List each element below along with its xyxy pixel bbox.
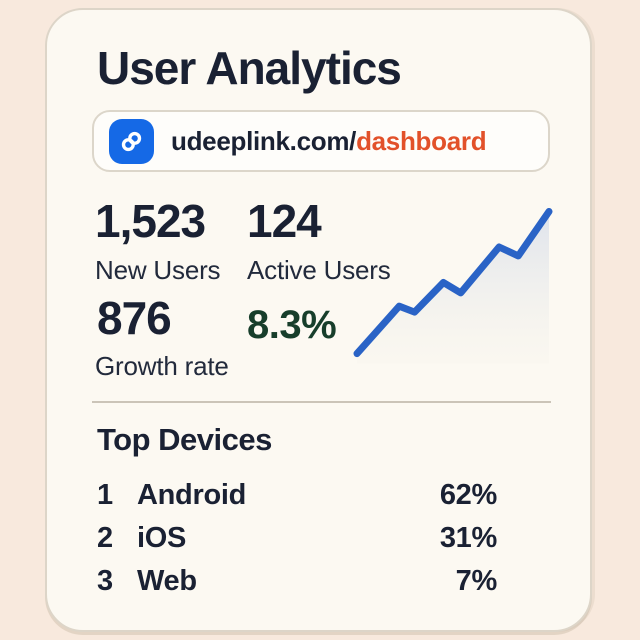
url-bar[interactable]: udeeplink.com/dashboard <box>92 110 550 172</box>
analytics-card: User Analytics udeeplink.com/dashboard 1… <box>45 8 592 632</box>
device-name: Android <box>137 479 247 511</box>
device-rank: 3 <box>97 565 113 597</box>
top-devices-title: Top Devices <box>97 422 272 457</box>
stat-growth-label: Growth rate <box>95 351 229 381</box>
link-icon <box>109 118 154 164</box>
sparkline-line <box>353 208 553 358</box>
stat-growth-percent: 8.3% <box>247 303 337 347</box>
device-row-web: 3 Web 7% <box>97 560 497 603</box>
url-text: udeeplink.com/dashboard <box>171 125 487 157</box>
device-name: iOS <box>137 522 187 554</box>
device-share: 31% <box>439 522 497 554</box>
growth-sparkline-chart <box>352 200 556 368</box>
section-divider <box>92 401 551 403</box>
device-rank: 1 <box>97 479 113 511</box>
url-path: dashboard <box>356 125 487 156</box>
page-title: User Analytics <box>97 42 402 94</box>
device-rank: 2 <box>97 522 113 554</box>
top-devices-list: 1 Android 62% 2 iOS 31% 3 Web 7% <box>97 474 497 603</box>
sparkline-svg <box>353 208 553 364</box>
device-share: 7% <box>455 565 498 597</box>
stat-active-users-label: Active Users <box>247 255 391 285</box>
stat-new-users-value: 1,523 <box>95 195 206 247</box>
device-name: Web <box>137 565 197 597</box>
device-share: 62% <box>439 479 497 511</box>
device-row-android: 1 Android 62% <box>97 474 497 517</box>
stat-new-users-label: New Users <box>95 255 221 285</box>
stat-growth-value: 876 <box>97 292 172 344</box>
stat-active-users-value: 124 <box>247 195 322 247</box>
url-domain: udeeplink.com/ <box>171 125 357 156</box>
device-row-ios: 2 iOS 31% <box>97 517 497 560</box>
